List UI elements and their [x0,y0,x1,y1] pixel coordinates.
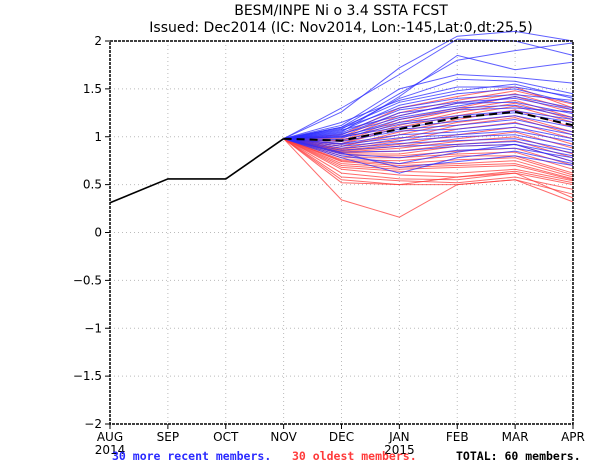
chart-subtitle: Issued: Dec2014 (IC: Nov2014, Lon:-145,L… [149,20,532,36]
y-tick-label: 0 [94,226,102,240]
recent-member-line [283,126,574,145]
recent-member-line [283,138,574,165]
recent-member-line [283,138,574,168]
recent-member-line [283,97,574,140]
recent-member-line [283,73,574,140]
y-tick-label: 1.5 [83,82,102,96]
x-axis: AUG SEP OCT NOV DEC JAN FEB MAR APR 2014 2015 [95,424,585,457]
recent-member-line [283,122,574,143]
recent-member-line [283,138,574,151]
recent-member-line [283,83,574,140]
y-tick-label: −2 [84,417,102,431]
recent-member-line [283,54,574,140]
recent-member-line [283,30,574,140]
recent-member-line [283,78,574,140]
x-tick-label: FEB [446,430,469,444]
ensemble-members [283,30,574,218]
x-year-label: 2014 [95,443,126,457]
oldest-member-line [283,138,574,176]
y-tick-label: 2 [94,34,102,48]
x-tick-label: NOV [270,430,297,444]
observed-line [109,138,285,204]
x-tick-label: APR [561,430,585,444]
recent-member-line [283,86,574,140]
y-tick-label: 1 [94,130,102,144]
x-tick-label: MAR [502,430,529,444]
y-tick-label: −1.5 [73,369,102,383]
oldest-member-line [283,95,574,142]
ensemble-mean-line [283,110,574,142]
y-tick-label: −0.5 [73,273,102,287]
main-lines [109,110,574,204]
x-tick-label: SEP [157,430,179,444]
y-tick-label: 0.5 [83,178,102,192]
oldest-member-line [283,138,574,180]
oldest-member-line [283,138,574,184]
recent-member-line [283,88,574,140]
y-tick-label: −1 [84,321,102,335]
recent-member-line [283,101,574,140]
legend-total-members: TOTAL: 60 members. [456,449,581,463]
y-axis: 2 1.5 1 0.5 0 −0.5 −1 −1.5 −2 [73,34,110,431]
x-tick-label: DEC [329,430,354,444]
recent-member-line [283,110,574,140]
recent-member-line [283,94,574,140]
x-tick-label: JAN [388,430,410,444]
chart-title: BESM/INPE Ni o 3.4 SSTA FCST [234,3,448,19]
oldest-member-line [283,138,574,199]
recent-member-line [283,112,574,140]
recent-member-line [283,38,574,140]
oldest-member-line [283,138,574,186]
oldest-member-line [283,138,574,182]
recent-member-line [283,138,574,157]
recent-member-line [283,118,574,141]
legend-recent-members: 30 more recent members. [112,449,271,463]
legend-oldest-members: 30 oldest members. [292,449,417,463]
x-tick-label: OCT [213,430,239,444]
recent-member-line [283,138,574,159]
recent-member-line [283,138,574,174]
recent-member-line [283,138,574,154]
plot-frame [109,40,574,425]
recent-member-line [283,130,574,145]
recent-member-line [283,134,574,147]
oldest-member-line [283,138,574,195]
oldest-member-line [283,138,574,218]
oldest-member-line [283,138,574,181]
oldest-member-line [283,138,574,190]
x-tick-label: AUG [97,430,123,444]
x-year-label: 2015 [384,443,415,457]
recent-member-line [283,104,574,140]
